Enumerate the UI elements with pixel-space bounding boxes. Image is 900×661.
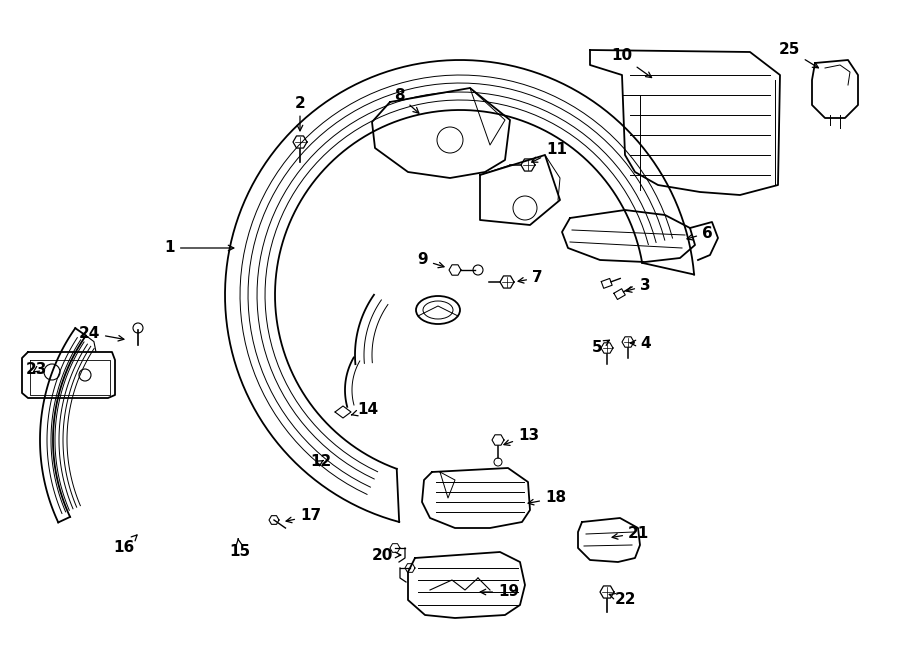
Text: 10: 10 (611, 48, 652, 77)
Text: 9: 9 (418, 253, 444, 268)
Text: 15: 15 (230, 539, 250, 559)
Text: 18: 18 (528, 490, 566, 506)
Text: 4: 4 (630, 336, 651, 350)
Text: 21: 21 (612, 525, 649, 541)
Text: 24: 24 (78, 325, 124, 341)
Text: 8: 8 (394, 89, 418, 113)
Text: 5: 5 (591, 340, 609, 356)
Text: 3: 3 (626, 278, 651, 293)
Text: 13: 13 (504, 428, 539, 446)
Text: 16: 16 (113, 535, 137, 555)
Text: 12: 12 (310, 455, 331, 469)
Text: 19: 19 (481, 584, 519, 600)
Text: 7: 7 (518, 270, 543, 286)
Text: 6: 6 (687, 225, 713, 241)
Text: 17: 17 (286, 508, 321, 524)
Text: 1: 1 (165, 241, 234, 256)
Text: 22: 22 (609, 592, 636, 607)
Text: 11: 11 (532, 143, 567, 162)
Text: 25: 25 (778, 42, 818, 68)
Text: 2: 2 (294, 95, 305, 131)
Text: 20: 20 (372, 547, 400, 563)
Text: 14: 14 (351, 403, 378, 418)
Text: 23: 23 (25, 362, 47, 377)
